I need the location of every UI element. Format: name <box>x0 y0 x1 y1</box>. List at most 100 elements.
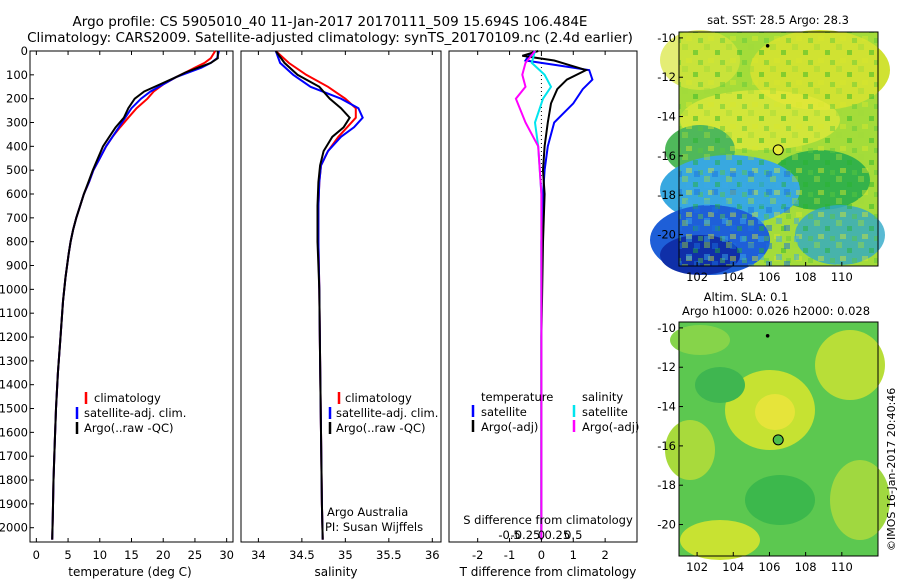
x-tick-label: 30 <box>219 548 234 562</box>
sla-float-marker <box>772 434 784 446</box>
x-tick-label: 35 <box>338 548 353 562</box>
legend-climatology-label: climatology <box>345 391 412 405</box>
depth-tick-label: 500 <box>6 163 28 177</box>
series-line-climatology <box>275 50 357 540</box>
x-tick-label: 0 <box>33 548 40 562</box>
series-line-argo-raw-qc- <box>51 51 219 540</box>
x-tick-label: 35.5 <box>376 548 402 562</box>
x-tick-label: 36 <box>425 548 440 562</box>
legend-argo-label: Argo(..raw -QC) <box>84 421 174 435</box>
sla-map-x-ticks: 102 104 106 108 110 <box>686 552 853 574</box>
x-tick-label: 25 <box>188 548 203 562</box>
footer-timestamp: ©IMOS 16-Jan-2017 20:40:46 <box>885 388 898 551</box>
depth-tick-label: 1000 <box>0 282 28 296</box>
sla-start-marker <box>765 333 770 338</box>
sla-map-title-line-2: Argo h1000: 0.026 h2000: 0.028 <box>682 304 870 318</box>
map-y-tick-label: -20 <box>657 518 676 532</box>
depth-axis: 0 100 200 300 400 500 600 700 800 900 1000 1100 1200… <box>0 44 34 535</box>
x-tick-label: 1 <box>570 548 577 562</box>
depth-tick-label: 100 <box>6 68 28 82</box>
series-line-argo-raw-qc- <box>274 50 351 540</box>
salinity-panel-frame <box>240 50 442 543</box>
map-y-tick-label: -16 <box>657 149 676 163</box>
legend-sal-argo-label: Argo(-adj) <box>582 420 639 434</box>
depth-tick-label: 400 <box>6 139 28 153</box>
sst-map-x-ticks: 102 104 106 108 110 <box>686 262 853 284</box>
map-x-tick-label: 106 <box>758 560 780 574</box>
pi-label: PI: Susan Wijffels <box>325 520 423 534</box>
agency-label: Argo Australia <box>327 505 408 519</box>
title-line-2: Climatology: CARS2009. Satellite-adjuste… <box>27 30 633 46</box>
map-x-tick-label: 110 <box>831 560 853 574</box>
sla-map-title-line-1: Altim. SLA: 0.1 <box>704 290 789 304</box>
sst-map-y-ticks: -10 -12 -14 -16 -18 -20 <box>657 31 683 242</box>
map-y-tick-label: -14 <box>657 110 676 124</box>
temperature-x-ticks: 0 5 10 15 20 25 30 <box>33 51 234 562</box>
depth-tick-label: 1300 <box>0 354 28 368</box>
map-y-tick-label: -12 <box>657 360 676 374</box>
temperature-panel-frame <box>29 50 234 543</box>
legend-satellite-label: satellite-adj. clim. <box>336 406 438 420</box>
x-tick-label: 5 <box>64 548 71 562</box>
s-tick-label: 0.25 <box>545 528 571 542</box>
map-x-tick-label: 108 <box>795 560 817 574</box>
x-tick-label: 2 <box>601 548 608 562</box>
x-tick-label: -2 <box>472 548 483 562</box>
legend-temp-satellite-label: satellite <box>481 405 527 419</box>
legend-argo-label: Argo(..raw -QC) <box>336 421 426 435</box>
depth-tick-label: 1200 <box>0 330 28 344</box>
s-difference-label: S difference from climatology <box>463 513 633 527</box>
depth-tick-label: 1100 <box>0 306 28 320</box>
map-x-tick-label: 102 <box>686 560 708 574</box>
depth-tick-label: 600 <box>6 187 28 201</box>
series-line-climatology <box>51 50 217 540</box>
sla-map-y-ticks: -10 -12 -14 -16 -18 -20 <box>657 321 683 532</box>
s-difference-x-ticks: -0.5-0.250 0.250.5 <box>498 528 582 542</box>
map-x-tick-label: 108 <box>795 270 817 284</box>
map-x-tick-label: 106 <box>758 270 780 284</box>
sst-start-marker <box>765 43 770 48</box>
salinity-x-label: salinity <box>314 565 357 579</box>
t-difference-x-ticks: -2 -1 0 1 2 <box>472 51 609 562</box>
depth-tick-label: 200 <box>6 92 28 106</box>
map-y-tick-label: -10 <box>657 31 676 45</box>
legend-sal-satellite-label: satellite <box>582 405 628 419</box>
legend-temp-argo-label: Argo(-adj) <box>481 420 538 434</box>
temperature-x-label: temperature (deg C) <box>68 565 191 579</box>
map-x-tick-label: 110 <box>831 270 853 284</box>
map-y-tick-label: -12 <box>657 70 676 84</box>
map-y-tick-label: -16 <box>657 439 676 453</box>
sst-float-marker <box>772 144 784 156</box>
x-tick-label: -1 <box>504 548 515 562</box>
salinity-x-ticks: 34 34.5 35 35.5 36 <box>251 51 440 562</box>
t-difference-x-label: T difference from climatology <box>459 565 637 579</box>
s-tick-label: 0 <box>538 528 545 542</box>
sst-map-title: sat. SST: 28.5 Argo: 28.3 <box>707 13 849 27</box>
map-y-tick-label: -10 <box>657 321 676 335</box>
depth-tick-label: 2000 <box>0 521 28 535</box>
x-tick-label: 10 <box>92 548 107 562</box>
sst-map <box>650 30 890 275</box>
x-tick-label: 15 <box>124 548 139 562</box>
sla-map <box>665 321 890 560</box>
x-tick-label: 34.5 <box>289 548 315 562</box>
depth-tick-label: 1600 <box>0 425 28 439</box>
s-tick-label: -0.5 <box>498 528 520 542</box>
difference-legend: temperature salinity satellite Argo(-adj… <box>471 390 639 434</box>
map-x-tick-label: 102 <box>686 270 708 284</box>
legend-salinity-heading: salinity <box>582 390 623 404</box>
legend-satellite-label: satellite-adj. clim. <box>84 406 186 420</box>
depth-tick-label: 900 <box>6 259 28 273</box>
salinity-profiles <box>274 50 364 540</box>
temperature-profiles <box>51 50 220 540</box>
series-line-salinity-argo-adj- <box>514 50 543 540</box>
difference-panel-frame <box>448 50 638 543</box>
depth-tick-label: 1900 <box>0 497 28 511</box>
depth-tick-label: 800 <box>6 235 28 249</box>
s-tick-label: -0.25 <box>511 528 541 542</box>
map-x-tick-label: 104 <box>722 560 744 574</box>
series-line-satellite-adj-clim- <box>51 50 220 540</box>
depth-tick-label: 1800 <box>0 473 28 487</box>
depth-tick-label: 0 <box>21 44 28 58</box>
